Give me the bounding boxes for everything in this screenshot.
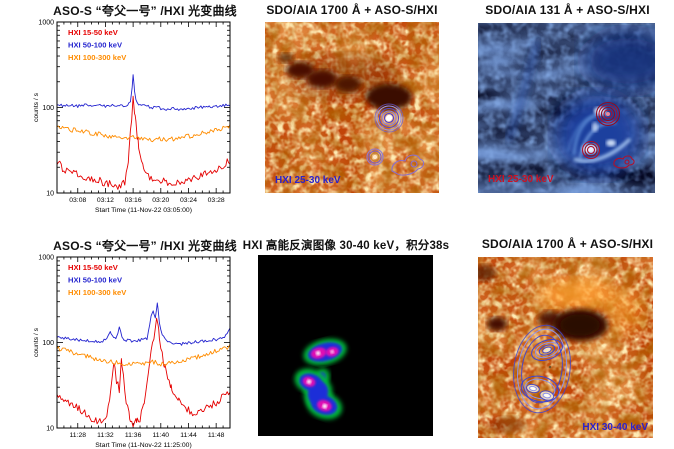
hxi-source-south [294, 368, 343, 420]
hxi-energy-label: HXI 25-30 keV [488, 174, 554, 185]
lightcurve-bottom-title: ASO-S “夸父一号” /HXI 光变曲线 [53, 239, 237, 253]
panel-lightcurve-bottom: ASO-S “夸父一号” /HXI 光变曲线 10 100 1000 11:28 11:… [0, 231, 245, 449]
hxi-contours [513, 324, 571, 414]
lightcurve-top-title: ASO-S “夸父一号” /HXI 光变曲线 [53, 4, 237, 18]
hxi-reconstruction-image [258, 255, 433, 436]
y-axis-label: counts / s [33, 327, 40, 357]
aia131-title: SDO/AIA 131 Å + ASO-S/HXI [485, 3, 650, 17]
plot-frame [56, 256, 231, 429]
plot-frame [56, 21, 231, 194]
hxi-energy-label: HXI 30-40 keV [582, 422, 648, 433]
lightcurve-top-plot: 10 100 1000 03:08 03:12 03:16 03:20 03:24 03:28 S… [33, 20, 231, 214]
x-tick-label: 11:28 [70, 432, 87, 439]
y-axis-label: counts / s [33, 92, 40, 122]
solar-granulation-1700 [265, 22, 439, 193]
aia1700-top-image: HXI 25-30 keV [265, 22, 439, 193]
x-axis-label: Start Time (11-Nov-22 11:25:00) [95, 442, 191, 449]
x-tick-label: 03:28 [208, 197, 225, 204]
x-tick-label: 11:48 [208, 432, 225, 439]
panel-aia131-top: SDO/AIA 131 Å + ASO-S/HXI [465, 0, 670, 230]
x-tick-label: 03:08 [69, 197, 86, 204]
x-tick-label: 03:12 [97, 197, 114, 204]
y-tick-label: 100 [42, 340, 54, 347]
hxi-energy-label: HXI 25-30 keV [275, 175, 341, 186]
series-hxi-15-50-kev [56, 95, 231, 190]
legend-label: HXI 50-100 keV [68, 41, 123, 50]
x-tick-label: 03:24 [180, 197, 197, 204]
legend-label: HXI 15-50 keV [68, 263, 119, 272]
series-hxi-15-50-kev [56, 317, 231, 428]
y-tick-label: 10 [46, 426, 54, 433]
hxi-contours [581, 101, 635, 169]
panel-aia1700-top: SDO/AIA 1700 Å + ASO-S/HXI [252, 0, 452, 230]
hxi-source-north [303, 338, 347, 366]
x-tick-label: 03:16 [125, 197, 142, 204]
sunspot-group [278, 53, 412, 110]
series-hxi-100-300-kev [56, 124, 231, 143]
hxi-image-title: HXI 高能反演图像 30-40 keV，积分38s [242, 240, 450, 252]
panel-lightcurve-top: ASO-S “夸父一号” /HXI 光变曲线 10 100 1000 03:08 03:… [0, 0, 245, 230]
hxi-contours [366, 103, 425, 176]
x-tick-label: 03:20 [152, 197, 169, 204]
series-hxi-50-100-kev [56, 74, 231, 111]
x-tick-label: 11:44 [180, 432, 197, 439]
legend-label: HXI 100-300 keV [68, 53, 127, 62]
x-tick-label: 11:40 [153, 432, 170, 439]
aia1700-bottom-title: SDO/AIA 1700 Å + ASO-S/HXI [481, 237, 654, 251]
series-hxi-50-100-kev [56, 302, 231, 346]
x-tick-label: 11:32 [97, 432, 114, 439]
aia1700-top-title: SDO/AIA 1700 Å + ASO-S/HXI [266, 3, 438, 17]
legend-label: HXI 15-50 keV [68, 28, 119, 37]
flare-loops [556, 95, 640, 175]
y-tick-label: 10 [46, 191, 54, 198]
aia131-image: HXI 25-30 keV [478, 23, 655, 193]
aia1700-bottom-image: HXI 30-40 keV [478, 257, 653, 438]
y-tick-label: 1000 [38, 20, 54, 27]
x-axis-label: Start Time (11-Nov-22 03:05:00) [95, 207, 192, 214]
sunspot-group [478, 265, 608, 433]
series-hxi-100-300-kev [56, 344, 231, 367]
panel-hxi-image: HXI 高能反演图像 30-40 keV，积分38s [240, 231, 452, 449]
y-tick-label: 100 [42, 105, 54, 112]
solar-granulation-1700 [478, 257, 653, 438]
y-tick-label: 1000 [38, 255, 54, 262]
legend-label: HXI 50-100 keV [68, 276, 123, 285]
panel-aia1700-bottom: SDO/AIA 1700 Å + ASO-S/HXI [465, 231, 670, 449]
x-tick-label: 11:36 [125, 432, 142, 439]
lightcurve-bottom-plot: 10 100 1000 11:28 11:32 11:36 11:40 11:44 11:48 S… [33, 255, 231, 449]
legend-label: HXI 100-300 keV [68, 288, 127, 297]
